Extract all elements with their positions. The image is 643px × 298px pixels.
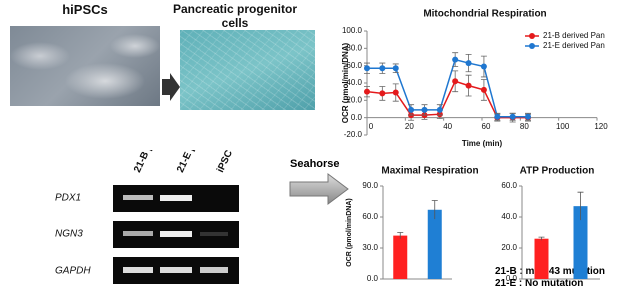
y-tick-label: 40.0: [501, 212, 517, 221]
marker: [408, 106, 415, 113]
y-tick-label: 0.0: [367, 274, 379, 283]
gene-label: PDX1: [55, 193, 81, 204]
legend-label: 21-B derived Pan: [543, 31, 605, 40]
y-tick-label: 20.0: [346, 95, 362, 104]
y-axis-label: OCR (pmol/min/DNA): [341, 42, 350, 123]
marker: [465, 82, 472, 89]
x-tick-label: 60: [482, 122, 491, 131]
marker: [379, 65, 386, 72]
marker: [465, 60, 472, 67]
chart-title: Maximal Respiration: [381, 166, 478, 177]
bar: [573, 206, 588, 279]
bar: [534, 238, 549, 279]
marker: [392, 65, 399, 72]
gel: 21-B pan 21-E pan iPSC PDX1 NGN3 GAPDH: [55, 150, 239, 284]
marker: [480, 63, 487, 70]
marker: [525, 113, 531, 120]
marker: [452, 78, 459, 85]
chart-title: ATP Production: [520, 166, 595, 177]
marker: [509, 113, 516, 120]
marker: [480, 86, 487, 93]
hipsc-title: hiPSCs: [62, 2, 108, 17]
x-tick-label: 40: [443, 122, 452, 131]
legend-label: 21-E derived Pan: [543, 41, 605, 50]
gene-label: NGN3: [55, 229, 83, 240]
marker: [436, 106, 443, 113]
band: [123, 195, 153, 200]
seahorse-label: Seahorse: [290, 158, 340, 170]
band: [200, 267, 228, 273]
y-tick-label: 30.0: [362, 243, 378, 252]
hipsc-image: [10, 26, 160, 106]
note: 21-B : mt3243 mutation: [495, 266, 606, 277]
bar: [393, 235, 408, 279]
y-tick-label: -20.0: [344, 130, 363, 139]
x-tick-label: 80: [520, 122, 529, 131]
x-tick-label: 0: [369, 122, 374, 131]
notes: 21-B : mt3243 mutation 21-E : No mutatio…: [495, 266, 605, 290]
error-bar: [431, 200, 438, 220]
y-tick-label: 100.0: [342, 26, 363, 35]
x-axis-label: Time (min): [462, 139, 503, 148]
marker: [392, 89, 399, 96]
error-bar: [397, 232, 404, 239]
y-tick-label: 40.0: [346, 78, 362, 87]
error-bar: [577, 191, 584, 221]
band: [123, 231, 153, 236]
legend-marker: [529, 43, 535, 49]
marker: [452, 56, 459, 63]
error-bar: [538, 236, 545, 241]
gene-label: GAPDH: [55, 266, 91, 277]
legend-marker: [529, 33, 535, 39]
chart-title: Mitochondrial Respiration: [423, 9, 546, 20]
arrow: [289, 173, 349, 205]
y-tick-label: 60.0: [362, 212, 378, 221]
band: [160, 231, 192, 237]
y-tick-label: 20.0: [501, 243, 517, 252]
progenitor-title: Pancreatic progenitor cells: [172, 2, 298, 30]
bar: [427, 209, 442, 279]
arrow: [162, 73, 180, 101]
progenitor-image: [180, 30, 315, 110]
marker: [494, 113, 501, 120]
y-tick-label: 0.0: [506, 274, 518, 283]
y-tick-label: 90.0: [362, 181, 378, 190]
marker: [364, 88, 370, 95]
x-tick-label: 100: [556, 122, 570, 131]
marker: [379, 90, 386, 97]
series-line: [367, 58, 528, 118]
marker: [421, 106, 428, 113]
band: [160, 267, 192, 273]
y-tick-label: 60.0: [501, 181, 517, 190]
note: 21-E : No mutation: [495, 278, 584, 289]
y-tick-label: 80.0: [346, 43, 362, 52]
band: [123, 267, 153, 273]
marker: [364, 65, 370, 72]
y-tick-label: 60.0: [346, 61, 362, 70]
y-axis-label: OCR (pmol/minDNA): [346, 198, 353, 266]
x-tick-label: 20: [405, 122, 414, 131]
x-tick-label: 120: [594, 122, 608, 131]
band: [200, 232, 228, 236]
band: [160, 195, 192, 201]
y-tick-label: 0.0: [351, 113, 363, 122]
